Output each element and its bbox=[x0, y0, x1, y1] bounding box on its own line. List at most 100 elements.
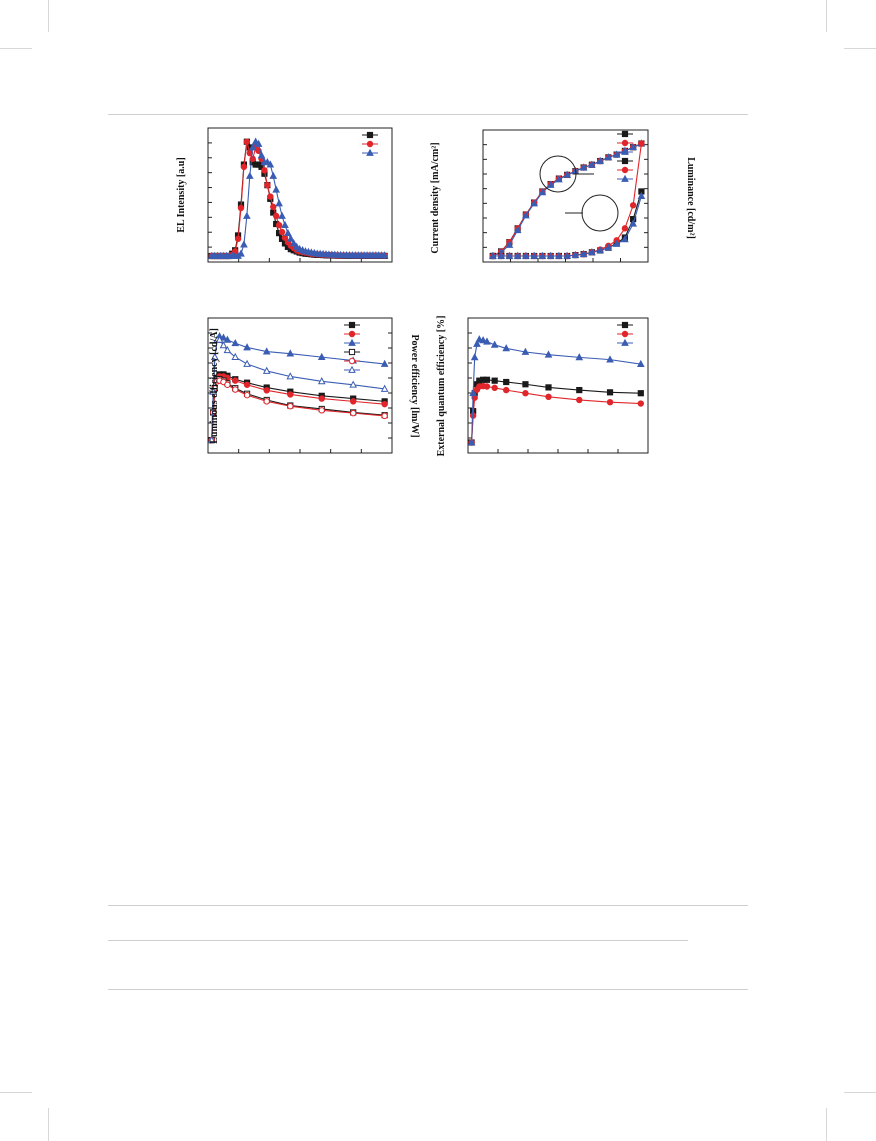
triangle-marker bbox=[243, 359, 251, 367]
circle-marker bbox=[318, 395, 325, 402]
triangle-marker bbox=[502, 344, 511, 352]
triangle-marker bbox=[245, 171, 254, 179]
square-marker bbox=[637, 390, 644, 397]
triangle-marker bbox=[286, 372, 295, 380]
circle-marker bbox=[576, 396, 583, 404]
triangle-marker bbox=[243, 343, 251, 351]
triangle-marker bbox=[467, 438, 476, 446]
triangle-marker bbox=[380, 251, 389, 259]
square-marker bbox=[348, 348, 356, 356]
triangle-marker bbox=[317, 377, 326, 385]
circle-marker bbox=[545, 393, 552, 401]
eqe-y-label: External quantum efficiency [%] bbox=[436, 316, 447, 457]
circle-marker bbox=[629, 202, 637, 209]
triangle-marker bbox=[636, 359, 645, 367]
triangle-marker bbox=[579, 163, 588, 171]
circle-marker bbox=[234, 235, 242, 243]
square-marker bbox=[621, 130, 629, 138]
triangle-marker bbox=[579, 249, 588, 258]
crop-mark bbox=[0, 48, 32, 49]
triangle-marker bbox=[348, 338, 356, 346]
le-y-label: Luminous efficiency [cd/A] bbox=[209, 328, 220, 444]
triangle-marker bbox=[604, 243, 613, 251]
circle-marker bbox=[349, 398, 357, 405]
series-line bbox=[471, 385, 641, 443]
crop-mark bbox=[826, 0, 827, 32]
circle-marker bbox=[267, 193, 274, 200]
triangle-marker bbox=[231, 339, 240, 347]
triangle-marker bbox=[483, 337, 491, 345]
square-marker bbox=[621, 157, 629, 165]
triangle-marker bbox=[490, 340, 499, 348]
circle-marker bbox=[278, 228, 286, 236]
triangle-marker bbox=[262, 347, 271, 355]
triangle-marker bbox=[237, 249, 245, 257]
square-marker bbox=[545, 384, 552, 391]
circle-marker bbox=[263, 398, 270, 405]
circle-marker bbox=[381, 400, 388, 408]
triangle-marker bbox=[538, 188, 547, 196]
triangle-marker bbox=[269, 171, 278, 179]
triangle-marker bbox=[231, 352, 240, 361]
triangle-marker bbox=[275, 199, 283, 207]
triangle-marker bbox=[629, 219, 637, 227]
triangle-marker bbox=[530, 199, 538, 207]
triangle-marker bbox=[544, 350, 553, 358]
circle-marker bbox=[621, 330, 629, 338]
triangle-marker bbox=[215, 335, 224, 343]
square-marker bbox=[491, 377, 498, 384]
series-line bbox=[471, 338, 641, 443]
jv-y2-label: Luminance [cd/m²] bbox=[685, 157, 696, 239]
circle-marker bbox=[237, 204, 245, 212]
triangle-marker bbox=[223, 335, 232, 343]
triangle-marker bbox=[366, 148, 374, 156]
triangle-marker bbox=[470, 353, 479, 361]
circle-marker bbox=[243, 138, 251, 145]
circle-marker bbox=[270, 203, 277, 211]
plot-frame bbox=[207, 127, 393, 263]
triangle-marker bbox=[513, 225, 522, 234]
square-marker bbox=[366, 131, 374, 139]
triangle-marker bbox=[219, 341, 228, 349]
circle-marker bbox=[287, 403, 294, 410]
rule bbox=[108, 989, 748, 990]
square-marker bbox=[348, 321, 356, 329]
triangle-marker bbox=[637, 191, 646, 199]
triangle-marker bbox=[210, 352, 219, 361]
annotation-circle bbox=[581, 194, 619, 232]
triangle-marker bbox=[497, 251, 505, 259]
circle-marker bbox=[318, 407, 325, 414]
circle-marker bbox=[272, 212, 280, 220]
triangle-marker bbox=[207, 435, 216, 443]
triangle-marker bbox=[555, 175, 563, 183]
triangle-marker bbox=[606, 355, 614, 363]
triangle-marker bbox=[317, 352, 326, 361]
circle-marker bbox=[232, 386, 239, 393]
el-y-label: EL Intensity [a.u] bbox=[176, 157, 187, 232]
square-marker bbox=[621, 321, 629, 329]
triangle-marker bbox=[555, 251, 563, 259]
circle-marker bbox=[224, 381, 231, 388]
circle-marker bbox=[621, 225, 629, 232]
circle-marker bbox=[606, 398, 614, 406]
circle-marker bbox=[621, 139, 629, 147]
circle-marker bbox=[275, 221, 283, 229]
triangle-marker bbox=[479, 336, 487, 344]
triangle-marker bbox=[219, 333, 228, 341]
triangle-marker bbox=[612, 239, 621, 247]
triangle-marker bbox=[243, 211, 251, 219]
circle-marker bbox=[366, 140, 374, 148]
jv-y-label: Current density [mA/cm²] bbox=[430, 142, 441, 253]
triangle-marker bbox=[538, 251, 547, 259]
triangle-marker bbox=[513, 251, 522, 259]
circle-marker bbox=[287, 391, 294, 398]
square-marker bbox=[522, 381, 529, 388]
triangle-marker bbox=[575, 353, 584, 361]
crop-mark bbox=[826, 1108, 827, 1141]
circle-marker bbox=[232, 377, 239, 384]
triangle-marker bbox=[489, 251, 497, 259]
circle-marker bbox=[349, 409, 357, 417]
circle-marker bbox=[263, 387, 270, 394]
triangle-marker bbox=[521, 347, 530, 355]
triangle-marker bbox=[621, 174, 629, 182]
